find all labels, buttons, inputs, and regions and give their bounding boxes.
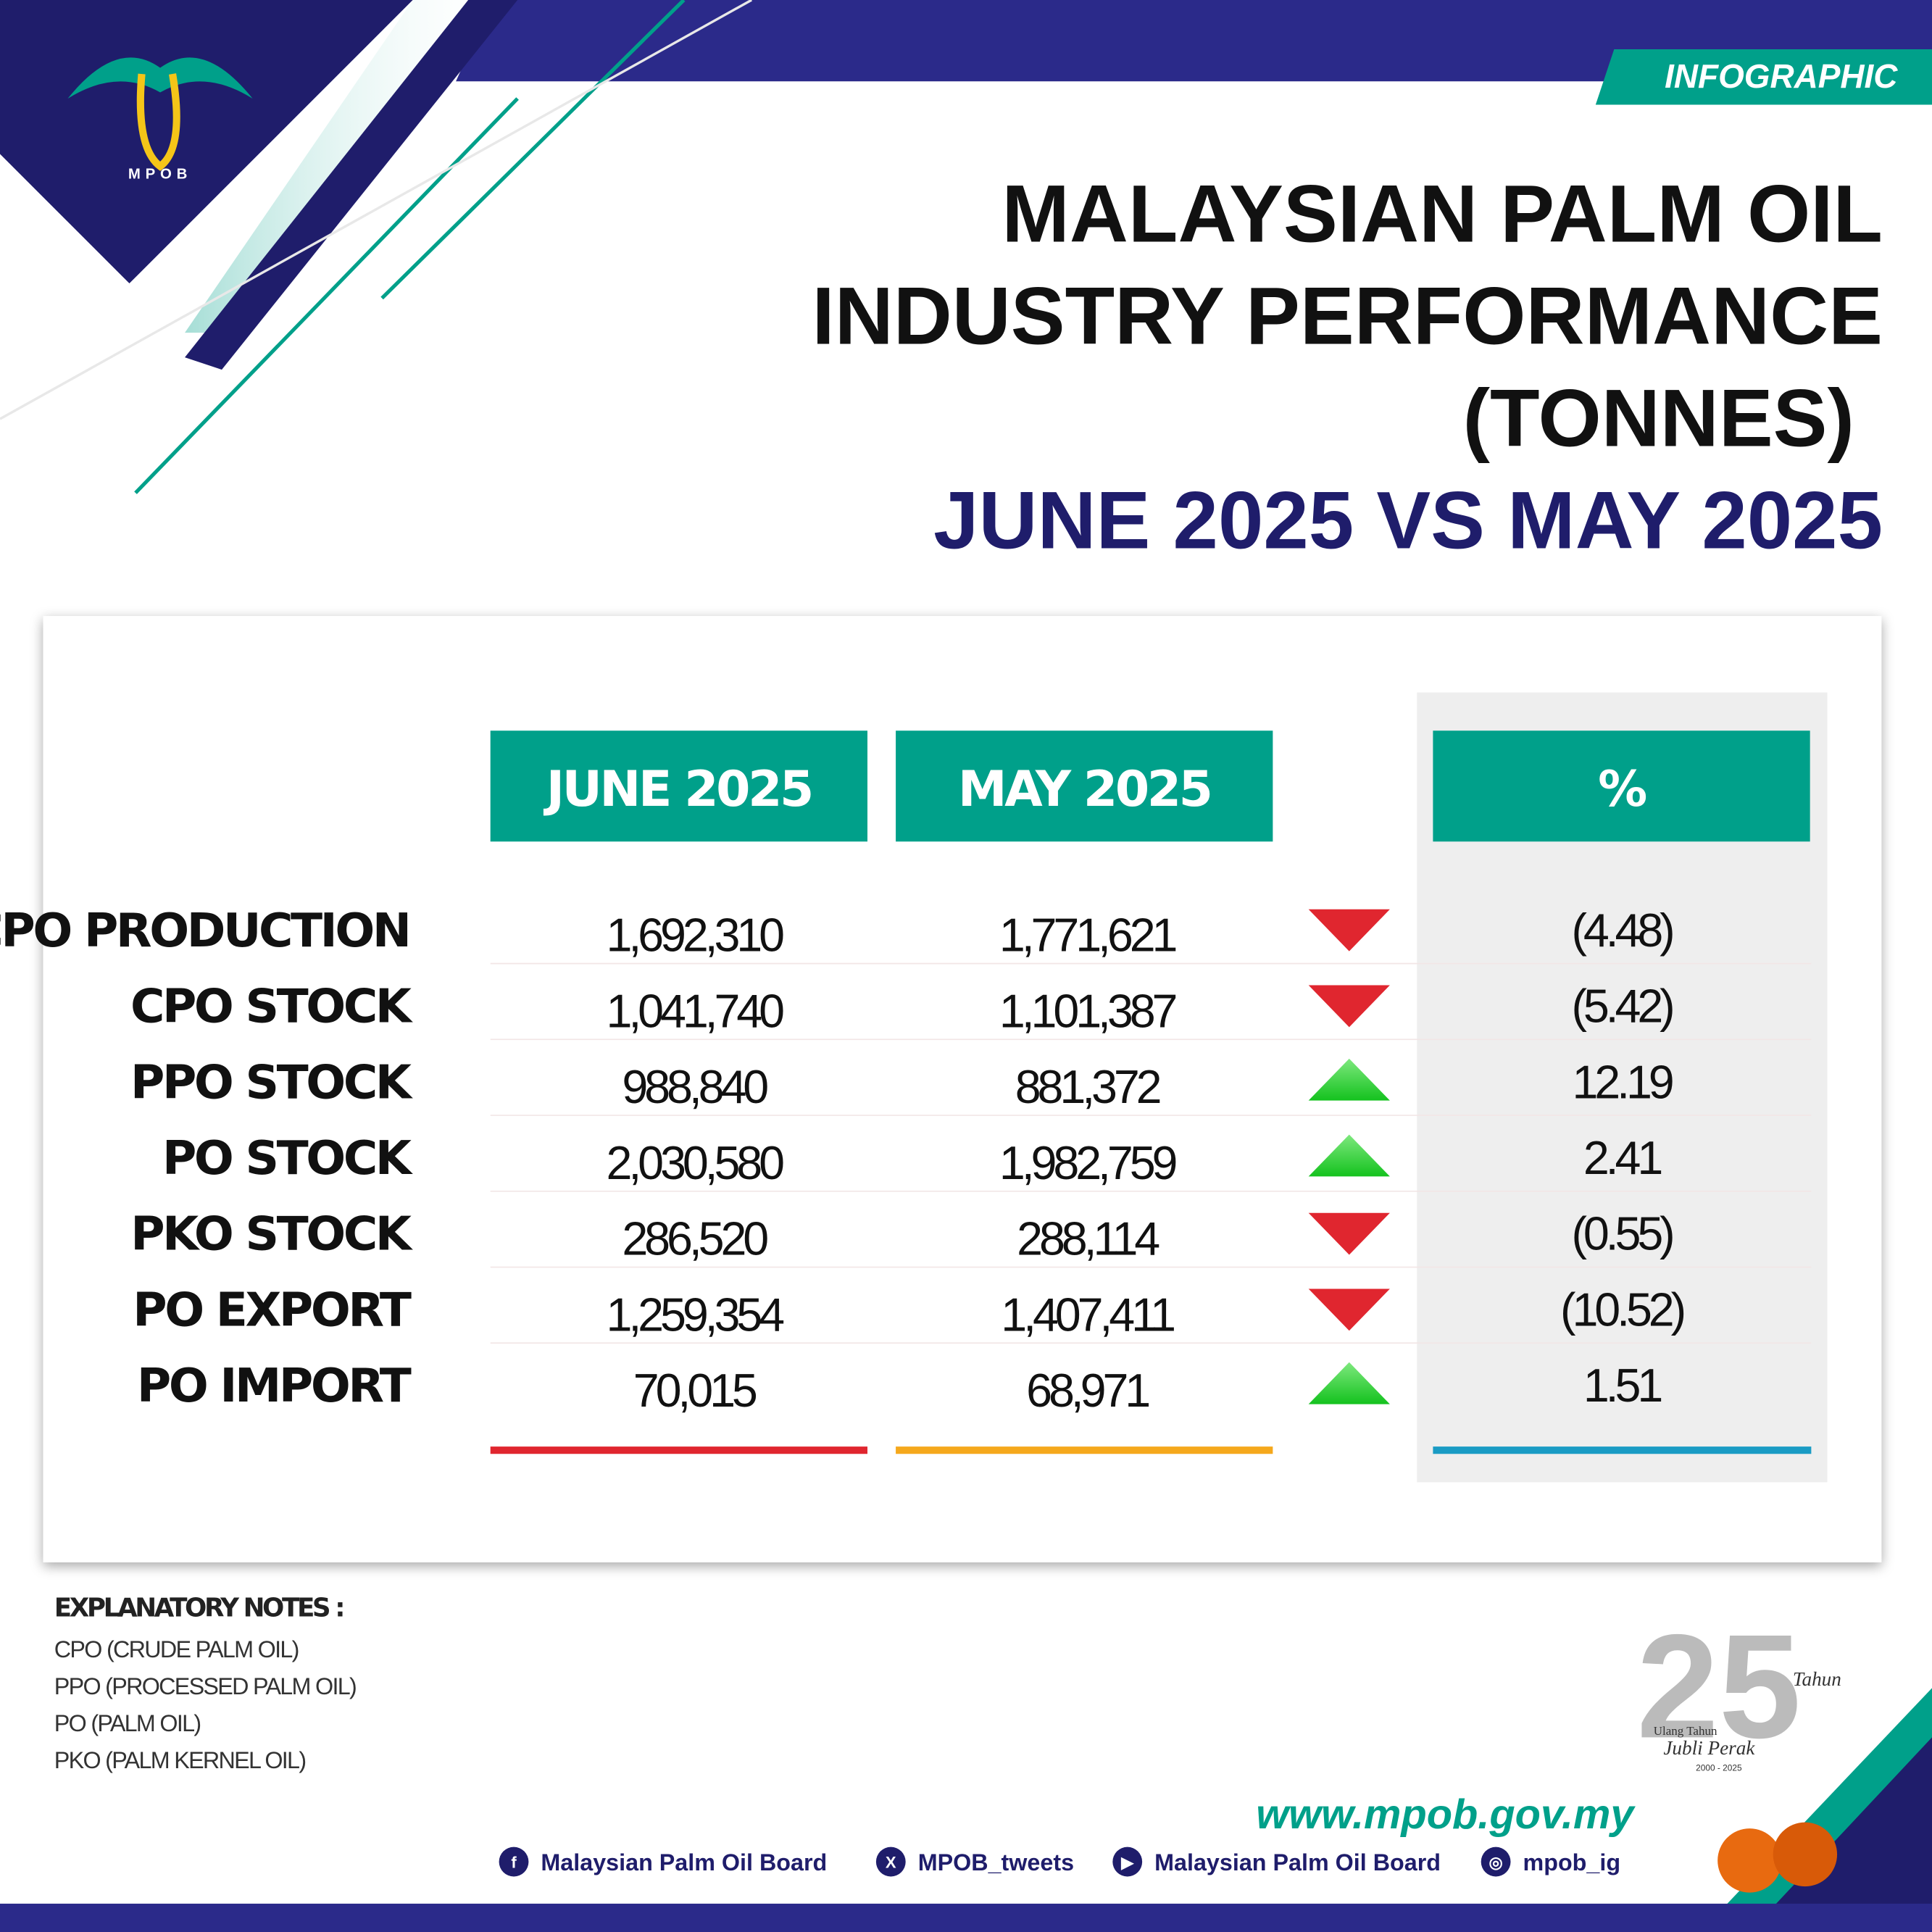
anniversary-text: Ulang Tahun: [1654, 1724, 1717, 1738]
row-label: CPO STOCK: [130, 980, 414, 1034]
badge-text: INFOGRAPHIC: [1665, 57, 1898, 95]
social-icon: [499, 1846, 529, 1877]
may-value: 1,407,411: [1001, 1288, 1174, 1341]
column-header: [1433, 730, 1810, 842]
note-item: PKO (PALM KERNEL OIL): [54, 1747, 306, 1773]
percent-change: 1.51: [1583, 1360, 1661, 1412]
fruit: [1717, 1828, 1782, 1893]
percent-change: (0.55): [1571, 1208, 1673, 1260]
anniversary-text: 2000 - 2025: [1696, 1762, 1742, 1773]
arrow-down: [1308, 909, 1390, 952]
may-value: 1,771,621: [999, 909, 1176, 962]
percent-change: 2.41: [1583, 1132, 1661, 1184]
anniversary-mark: 25: [1636, 1604, 1801, 1769]
row-label: PO EXPORT: [133, 1283, 412, 1337]
june-value: 988,840: [622, 1061, 767, 1113]
title-line: INDUSTRY PERFORMANCE: [812, 270, 1883, 361]
column-header-text: MAY 2025: [958, 761, 1211, 818]
row-label: PKO STOCK: [130, 1207, 414, 1262]
subtitle: JUNE 2025 VS MAY 2025: [933, 475, 1883, 566]
row-label: PO STOCK: [162, 1131, 414, 1186]
title-line: (TONNES): [1463, 372, 1854, 463]
badge: [1595, 49, 1932, 105]
top-bar: [456, 0, 1932, 82]
socials: f Malaysian Palm Oil Board X MPOB_tweets ▶ Ma…: [499, 1846, 1621, 1877]
notes-title: EXPLANATORY NOTES :: [54, 1594, 343, 1623]
note-item: PPO (PROCESSED PALM OIL): [54, 1673, 356, 1699]
social-handle: MPOB_tweets: [918, 1849, 1074, 1875]
arrow-down: [1308, 985, 1390, 1028]
june-value: 1,259,354: [607, 1288, 785, 1341]
anniversary-text: Jubli Perak: [1663, 1737, 1755, 1759]
bottom-bar: [0, 1903, 1932, 1932]
row-label: CPO PRODUCTION: [0, 904, 409, 958]
arrow-up: [1308, 1058, 1390, 1101]
decor-line: [0, 0, 752, 420]
social-glyph: X: [886, 1854, 896, 1872]
percent-change: (5.42): [1571, 980, 1673, 1033]
june-value: 1,692,310: [607, 909, 784, 962]
logo-text: MPOB: [128, 167, 192, 183]
column-header-text: %: [1598, 761, 1646, 818]
anniversary-text: Tahun: [1793, 1668, 1841, 1690]
note-item: CPO (CRUDE PALM OIL): [54, 1636, 299, 1662]
social-glyph: f: [511, 1854, 517, 1872]
title-line: MALAYSIAN PALM OIL: [1002, 167, 1883, 259]
social-glyph: ◎: [1488, 1854, 1502, 1872]
may-value: 1,101,387: [999, 985, 1176, 1037]
june-value: 70,015: [633, 1365, 757, 1417]
row-label: PPO STOCK: [130, 1055, 414, 1109]
may-value: 288,114: [1017, 1213, 1159, 1265]
row-label: PO IMPORT: [137, 1359, 412, 1413]
percent-change: (4.48): [1571, 904, 1673, 957]
arrow-up: [1308, 1362, 1390, 1404]
may-value: 1,982,759: [999, 1137, 1176, 1189]
may-value: 881,372: [1015, 1061, 1160, 1113]
social-icon: [1481, 1846, 1511, 1877]
social-handle: Malaysian Palm Oil Board: [541, 1849, 827, 1875]
june-value: 286,520: [622, 1213, 767, 1265]
column-header: [490, 730, 867, 842]
social-icon: [875, 1846, 906, 1877]
arrow-down: [1308, 1212, 1390, 1255]
note-item: PO (PALM OIL): [54, 1710, 201, 1736]
may-value: 68,971: [1026, 1365, 1149, 1417]
percent-change: 12.19: [1572, 1056, 1672, 1108]
percent-change: (10.52): [1560, 1283, 1684, 1336]
logo-stem: [136, 73, 180, 171]
social-icon: [1112, 1846, 1143, 1877]
arrow-up: [1308, 1134, 1390, 1177]
social-handle: mpob_ig: [1523, 1849, 1621, 1875]
june-value: 2,030,580: [607, 1137, 784, 1189]
logo-leaf: [67, 57, 253, 99]
decor-line: [380, 0, 686, 300]
social-glyph: ▶: [1120, 1854, 1134, 1872]
notes: CPO (CRUDE PALM OIL) PPO (PROCESSED PALM …: [54, 1636, 357, 1773]
title: MALAYSIAN PALM OIL INDUSTRY PERFORMANCE …: [812, 167, 1883, 463]
table: JUNE 2025 MAY 2025 % CPO PRODUCTION 1,692,31…: [0, 730, 1812, 1417]
website: www.mpob.gov.my: [1256, 1791, 1636, 1838]
decor-line: [134, 97, 519, 494]
june-value: 1,041,740: [607, 985, 784, 1037]
fruit: [1773, 1822, 1838, 1887]
column-header-text: JUNE 2025: [544, 761, 812, 818]
decor-stripe: [185, 0, 518, 370]
column-header: [896, 730, 1273, 842]
social-handle: Malaysian Palm Oil Board: [1154, 1849, 1441, 1875]
arrow-down: [1308, 1288, 1390, 1331]
